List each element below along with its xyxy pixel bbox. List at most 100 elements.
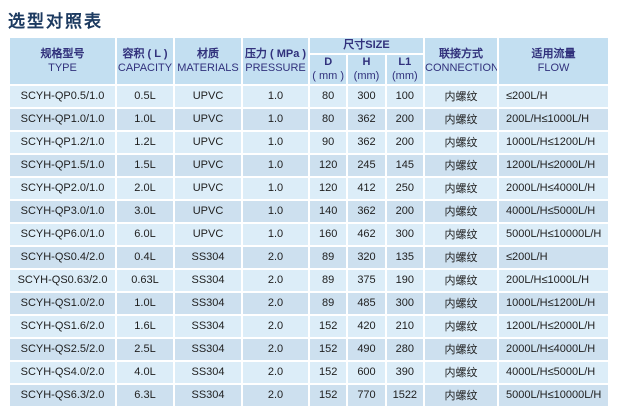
cell-capacity: 1.6L xyxy=(117,315,173,337)
header-pressure: 压力 ( MPa ) PRESSURE xyxy=(243,38,308,84)
cell-connections: 内螺纹 xyxy=(425,384,497,406)
cell-flow: 4000L/H≤5000L/H xyxy=(499,361,608,383)
cell-capacity: 2.0L xyxy=(117,177,173,199)
cell-d: 89 xyxy=(310,292,347,314)
cell-h: 770 xyxy=(348,384,385,406)
table-row: SCYH-QP1.5/1.0 1.5L UPVC 1.0 120 245 145 内螺纹 120… xyxy=(10,154,608,176)
cell-flow: 5000L/H≤10000L/H xyxy=(499,223,608,245)
header-capacity-en: CAPACITY xyxy=(117,61,173,74)
cell-type: SCYH-QS2.5/2.0 xyxy=(10,338,115,360)
cell-flow: ≤200L/H xyxy=(499,85,608,107)
cell-l1: 300 xyxy=(386,292,423,314)
cell-d: 140 xyxy=(310,200,347,222)
cell-type: SCYH-QP1.2/1.0 xyxy=(10,131,115,153)
cell-materials: UPVC xyxy=(175,177,241,199)
cell-connections: 内螺纹 xyxy=(425,292,497,314)
table-row: SCYH-QS1.0/2.0 1.0L SS304 2.0 89 485 300 内螺纹 100… xyxy=(10,292,608,314)
selection-comparison-table: 规格型号 TYPE 容积 ( L ) CAPACITY 材质 MATERIALS… xyxy=(8,36,610,407)
header-l1-unit: (mm) xyxy=(392,70,418,83)
cell-l1: 200 xyxy=(386,200,423,222)
cell-l1: 280 xyxy=(386,338,423,360)
cell-pressure: 2.0 xyxy=(243,246,308,268)
table-row: SCYH-QS6.3/2.0 6.3L SS304 2.0 152 770 1522 内螺纹 5… xyxy=(10,384,608,406)
cell-h: 362 xyxy=(348,131,385,153)
cell-materials: UPVC xyxy=(175,85,241,107)
header-flow: 适用流量 FLOW xyxy=(499,38,608,84)
cell-d: 120 xyxy=(310,154,347,176)
cell-type: SCYH-QP6.0/1.0 xyxy=(10,223,115,245)
header-flow-zh: 适用流量 xyxy=(531,47,576,60)
cell-pressure: 1.0 xyxy=(243,177,308,199)
cell-h: 490 xyxy=(348,338,385,360)
cell-capacity: 6.0L xyxy=(117,223,173,245)
table-row: SCYH-QP2.0/1.0 2.0L UPVC 1.0 120 412 250 内螺纹 200… xyxy=(10,177,608,199)
cell-materials: SS304 xyxy=(175,292,241,314)
table-row: SCYH-QS0.63/2.0 0.63L SS304 2.0 89 375 190 内螺纹 2… xyxy=(10,269,608,291)
cell-connections: 内螺纹 xyxy=(425,85,497,107)
table-row: SCYH-QP6.0/1.0 6.0L UPVC 1.0 160 462 300 内螺纹 500… xyxy=(10,223,608,245)
header-pressure-en: PRESSURE xyxy=(245,61,306,74)
cell-pressure: 1.0 xyxy=(243,85,308,107)
cell-flow: 2000L/H≤4000L/H xyxy=(499,177,608,199)
header-h-label: H xyxy=(362,56,371,68)
header-materials-zh: 材质 xyxy=(197,47,219,60)
cell-pressure: 1.0 xyxy=(243,108,308,130)
cell-flow: 200L/H≤1000L/H xyxy=(499,269,608,291)
header-row-main: 规格型号 TYPE 容积 ( L ) CAPACITY 材质 MATERIALS… xyxy=(10,38,608,84)
cell-d: 152 xyxy=(310,315,347,337)
cell-materials: UPVC xyxy=(175,131,241,153)
cell-h: 375 xyxy=(348,269,385,291)
header-size-h: H (mm) xyxy=(348,55,385,84)
cell-type: SCYH-QP2.0/1.0 xyxy=(10,177,115,199)
table-row: SCYH-QP1.2/1.0 1.2L UPVC 1.0 90 362 200 内螺纹 1000… xyxy=(10,131,608,153)
cell-type: SCYH-QP0.5/1.0 xyxy=(10,85,115,107)
cell-pressure: 2.0 xyxy=(243,338,308,360)
header-materials: 材质 MATERIALS xyxy=(175,38,241,84)
cell-type: SCYH-QP1.0/1.0 xyxy=(10,108,115,130)
cell-type: SCYH-QP1.5/1.0 xyxy=(10,154,115,176)
header-size-d: D ( mm ) xyxy=(310,55,347,84)
cell-flow: 5000L/H≤10000L/H xyxy=(499,384,608,406)
cell-flow: 1000L/H≤1200L/H xyxy=(499,292,608,314)
cell-capacity: 0.4L xyxy=(117,246,173,268)
cell-h: 412 xyxy=(348,177,385,199)
cell-l1: 145 xyxy=(386,154,423,176)
table-row: SCYH-QS1.6/2.0 1.6L SS304 2.0 152 420 210 内螺纹 12… xyxy=(10,315,608,337)
cell-capacity: 0.63L xyxy=(117,269,173,291)
cell-l1: 300 xyxy=(386,223,423,245)
header-l1-label: L1 xyxy=(398,56,412,68)
cell-capacity: 4.0L xyxy=(117,361,173,383)
cell-pressure: 2.0 xyxy=(243,269,308,291)
header-d-unit: ( mm ) xyxy=(312,70,345,83)
cell-materials: UPVC xyxy=(175,200,241,222)
header-capacity: 容积 ( L ) CAPACITY xyxy=(117,38,173,84)
cell-materials: SS304 xyxy=(175,384,241,406)
cell-connections: 内螺纹 xyxy=(425,177,497,199)
header-type-en: TYPE xyxy=(48,61,77,74)
cell-h: 600 xyxy=(348,361,385,383)
cell-capacity: 1.0L xyxy=(117,292,173,314)
cell-h: 362 xyxy=(348,108,385,130)
cell-connections: 内螺纹 xyxy=(425,223,497,245)
header-size-l1: L1 (mm) xyxy=(386,55,423,84)
cell-connections: 内螺纹 xyxy=(425,246,497,268)
cell-d: 80 xyxy=(310,108,347,130)
cell-type: SCYH-QS6.3/2.0 xyxy=(10,384,115,406)
cell-h: 420 xyxy=(348,315,385,337)
cell-l1: 390 xyxy=(386,361,423,383)
cell-d: 152 xyxy=(310,361,347,383)
cell-pressure: 2.0 xyxy=(243,384,308,406)
cell-materials: SS304 xyxy=(175,246,241,268)
cell-d: 120 xyxy=(310,177,347,199)
cell-capacity: 3.0L xyxy=(117,200,173,222)
cell-l1: 100 xyxy=(386,85,423,107)
cell-connections: 内螺纹 xyxy=(425,200,497,222)
cell-d: 89 xyxy=(310,269,347,291)
header-row-size: D ( mm ) H (mm) L1 (mm) xyxy=(10,55,608,84)
cell-flow: 1000L/H≤1200L/H xyxy=(499,131,608,153)
header-materials-en: MATERIALS xyxy=(177,61,239,74)
cell-pressure: 1.0 xyxy=(243,200,308,222)
cell-h: 245 xyxy=(348,154,385,176)
cell-flow: 1200L/H≤2000L/H xyxy=(499,154,608,176)
spec-table: 规格型号 TYPE 容积 ( L ) CAPACITY 材质 MATERIALS… xyxy=(8,36,610,407)
